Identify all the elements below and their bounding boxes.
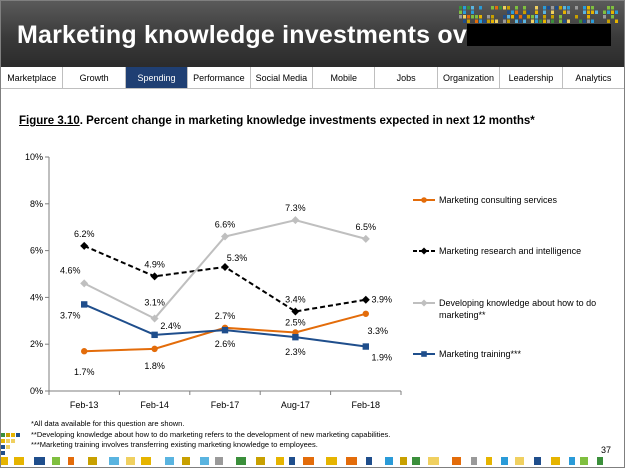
x-tick-label: Aug-17 bbox=[281, 400, 310, 410]
page-number: 37 bbox=[601, 445, 612, 455]
y-tick-label: 0% bbox=[30, 386, 43, 396]
nav-tabs: Marketplace Growth Spending Performance Soci… bbox=[1, 67, 624, 89]
legend-marker bbox=[420, 247, 428, 255]
y-tick-label: 6% bbox=[30, 246, 43, 256]
page-title: Marketing knowledge investments over tim… bbox=[17, 21, 551, 49]
legend-swatch bbox=[413, 299, 435, 307]
tab-mobile[interactable]: Mobile bbox=[313, 67, 376, 88]
data-label: 1.9% bbox=[372, 353, 393, 363]
tab-performance[interactable]: Performance bbox=[188, 67, 251, 88]
x-tick-label: Feb-17 bbox=[211, 400, 240, 410]
x-tick-label: Feb-18 bbox=[352, 400, 381, 410]
series-marketing-research-and-intelligence: 6.2% 4.9% 5.3% 3.4% 3.9% bbox=[74, 229, 392, 316]
figure-number: Figure 3.10 bbox=[19, 115, 80, 127]
data-point bbox=[80, 241, 89, 250]
series-marketing-training: 3.7% 2.4% 2.6% 2.3% 1.9% bbox=[60, 301, 393, 363]
header-pixel-mosaic-decoration bbox=[459, 6, 618, 23]
series-line bbox=[83, 245, 366, 313]
data-point bbox=[292, 333, 299, 341]
legend-label: Developing knowledge about how to do mar… bbox=[439, 298, 597, 320]
data-label: 2.6% bbox=[215, 339, 236, 349]
line-chart: 0% 2% 4% 6% 8% 10% Feb-13 Feb-14 Feb-17 Aug-17 Feb… bbox=[25, 152, 402, 410]
legend-marker bbox=[421, 351, 427, 357]
data-point bbox=[221, 326, 229, 334]
series-developing-knowledge-about-how-to-do-marketing: 4.6% 3.1% 6.6% 7.3% 6.5% bbox=[60, 203, 377, 323]
header-banner: Marketing knowledge investments over tim… bbox=[1, 1, 624, 67]
data-label: 6.5% bbox=[356, 222, 377, 232]
data-label: 3.7% bbox=[60, 310, 81, 320]
footnote-2: **Developing knowledge about how to do m… bbox=[31, 429, 391, 439]
data-label: 6.2% bbox=[74, 229, 95, 239]
tab-leadership[interactable]: Leadership bbox=[500, 67, 563, 88]
footnotes: *All data available for this question ar… bbox=[31, 419, 390, 451]
footnote-3: ***Marketing training involves transferr… bbox=[31, 440, 318, 449]
data-point bbox=[81, 301, 88, 308]
data-label: 2.5% bbox=[285, 318, 306, 328]
data-label: 1.7% bbox=[74, 367, 95, 377]
tab-growth[interactable]: Growth bbox=[63, 67, 126, 88]
data-label: 2.7% bbox=[215, 311, 236, 321]
data-label: 2.4% bbox=[160, 321, 181, 331]
figure-title: Figure 3.10. Percent change in marketing… bbox=[19, 115, 535, 127]
data-point bbox=[150, 272, 159, 281]
tab-spending[interactable]: Spending bbox=[125, 67, 189, 88]
data-point bbox=[221, 232, 229, 241]
data-label: 3.1% bbox=[144, 297, 165, 307]
data-label: 1.8% bbox=[144, 361, 165, 371]
legend-swatch bbox=[413, 351, 435, 357]
data-label: 7.3% bbox=[285, 203, 306, 213]
tab-analytics[interactable]: Analytics bbox=[575, 72, 612, 83]
y-tick-label: 8% bbox=[30, 199, 43, 209]
data-point bbox=[151, 345, 158, 353]
data-label: 2.3% bbox=[285, 347, 306, 357]
y-tick-label: 4% bbox=[30, 292, 43, 302]
tab-organization[interactable]: Organization bbox=[438, 67, 501, 88]
data-point bbox=[362, 310, 369, 317]
legend-label: Marketing consulting services bbox=[439, 195, 558, 205]
tab-marketplace[interactable]: Marketplace bbox=[1, 67, 64, 88]
y-tick-label: 2% bbox=[30, 339, 43, 349]
data-point bbox=[361, 295, 370, 304]
x-tick-label: Feb-14 bbox=[140, 400, 169, 410]
data-label: 5.3% bbox=[227, 253, 248, 263]
data-point bbox=[221, 262, 229, 271]
data-point bbox=[291, 307, 300, 316]
tab-social-media[interactable]: Social Media bbox=[251, 67, 314, 88]
data-label: 6.6% bbox=[215, 220, 236, 230]
x-tick-label: Feb-13 bbox=[70, 400, 99, 410]
data-label: 4.9% bbox=[144, 259, 165, 269]
footer-pixel-mosaic-decoration bbox=[1, 433, 603, 465]
header-redacted-box bbox=[467, 24, 611, 46]
data-label: 3.9% bbox=[372, 295, 393, 305]
data-point bbox=[80, 279, 89, 288]
figure-caption: . Percent change in marketing knowledge … bbox=[79, 115, 535, 127]
data-label: 3.3% bbox=[368, 326, 389, 336]
legend-swatch bbox=[413, 247, 435, 255]
legend-label: Marketing research and intelligence bbox=[439, 246, 582, 256]
data-point bbox=[151, 331, 158, 339]
footnote-1: *All data available for this question ar… bbox=[31, 419, 185, 428]
legend-label: Marketing training*** bbox=[439, 349, 522, 359]
data-point bbox=[291, 216, 300, 225]
data-point bbox=[81, 348, 88, 355]
data-point bbox=[150, 314, 159, 323]
legend-marker bbox=[420, 299, 428, 307]
data-point bbox=[362, 343, 369, 350]
legend-swatch bbox=[413, 197, 435, 203]
data-label: 3.4% bbox=[285, 294, 306, 304]
y-tick-label: 10% bbox=[25, 152, 43, 162]
tab-jobs[interactable]: Jobs bbox=[375, 67, 438, 88]
data-point bbox=[361, 234, 370, 243]
data-label: 4.6% bbox=[60, 265, 81, 275]
legend-marker bbox=[421, 197, 427, 203]
